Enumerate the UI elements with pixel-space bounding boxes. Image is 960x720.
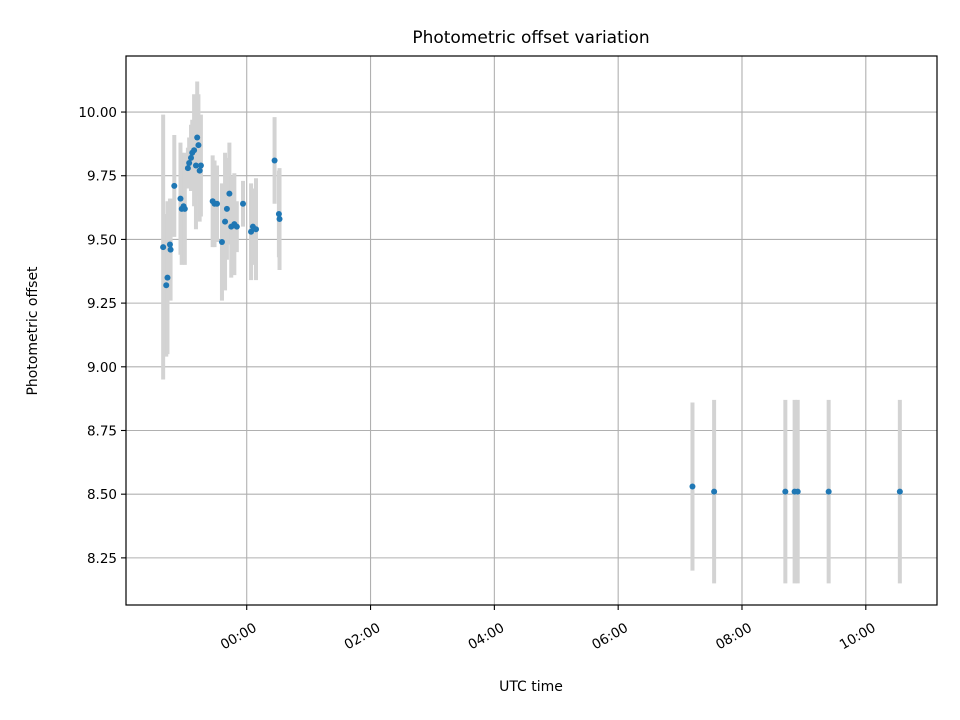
data-point xyxy=(240,200,247,207)
y-tick-label: 8.25 xyxy=(87,551,117,567)
data-point xyxy=(248,228,255,235)
x-tick-label: 08:00 xyxy=(713,620,755,653)
data-point xyxy=(181,205,188,212)
data-point xyxy=(167,246,174,253)
data-point xyxy=(222,218,229,225)
data-point xyxy=(276,216,283,223)
data-point xyxy=(186,159,193,166)
data-point xyxy=(218,238,225,245)
y-tick-label: 9.75 xyxy=(87,169,117,185)
y-axis-label: Photometric offset xyxy=(25,266,41,396)
y-tick-label: 8.50 xyxy=(87,487,117,503)
data-point xyxy=(226,190,233,197)
data-point xyxy=(271,157,278,164)
data-point xyxy=(195,142,202,149)
plot-frame xyxy=(125,55,938,606)
data-point xyxy=(825,488,832,495)
data-point xyxy=(794,488,801,495)
data-point xyxy=(184,165,191,172)
errorbar-layer xyxy=(161,81,902,584)
x-tick-label: 10:00 xyxy=(837,620,879,653)
x-tick-label: 04:00 xyxy=(465,620,507,653)
y-tick-label: 10.00 xyxy=(78,105,117,121)
point-layer xyxy=(160,134,903,495)
x-tick-label: 02:00 xyxy=(342,620,384,653)
data-point xyxy=(711,488,718,495)
data-point xyxy=(177,195,184,202)
x-tick-label: 06:00 xyxy=(589,620,631,653)
data-point xyxy=(275,210,282,217)
data-point xyxy=(223,205,230,212)
data-point xyxy=(896,488,903,495)
x-axis-label: UTC time xyxy=(499,679,563,695)
data-point xyxy=(171,182,178,189)
y-tick-label: 9.00 xyxy=(87,360,117,376)
data-point xyxy=(233,223,240,230)
data-point xyxy=(197,162,204,169)
x-tick-label: 00:00 xyxy=(218,620,260,653)
data-point xyxy=(191,147,198,154)
data-point xyxy=(253,226,260,233)
chart-title: Photometric offset variation xyxy=(412,28,649,48)
data-point xyxy=(160,244,167,251)
y-tick-label: 8.75 xyxy=(87,423,117,439)
data-point xyxy=(188,154,195,161)
data-point xyxy=(689,483,696,490)
data-point xyxy=(214,200,221,207)
data-point xyxy=(782,488,789,495)
data-point xyxy=(164,274,171,281)
grid-layer xyxy=(126,56,937,605)
data-point xyxy=(196,167,203,174)
data-point xyxy=(163,282,170,289)
y-tick-label: 9.25 xyxy=(87,296,117,312)
data-point xyxy=(194,134,201,141)
data-point xyxy=(192,162,199,169)
data-point xyxy=(166,241,173,248)
y-tick-label: 9.50 xyxy=(87,232,117,248)
